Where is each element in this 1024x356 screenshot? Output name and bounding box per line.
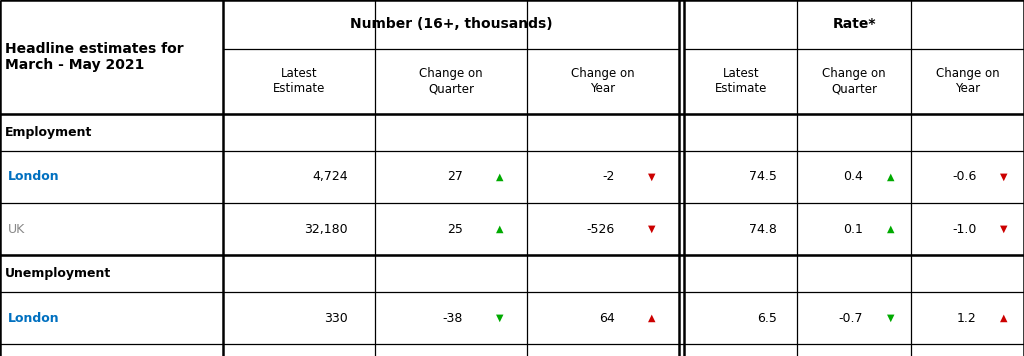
Text: ▼: ▼ xyxy=(999,172,1008,182)
Text: London: London xyxy=(8,312,59,325)
Text: Number (16+, thousands): Number (16+, thousands) xyxy=(350,17,552,31)
Text: Change on
Year: Change on Year xyxy=(571,67,635,95)
Text: ▼: ▼ xyxy=(648,172,655,182)
Text: Change on
Quarter: Change on Quarter xyxy=(822,67,886,95)
Text: Latest
Estimate: Latest Estimate xyxy=(715,67,767,95)
Text: ▲: ▲ xyxy=(648,313,655,323)
Text: ▲: ▲ xyxy=(496,172,504,182)
Text: 4,724: 4,724 xyxy=(312,170,348,183)
Text: 74.8: 74.8 xyxy=(750,222,777,236)
Text: ▼: ▼ xyxy=(496,313,504,323)
Text: Rate*: Rate* xyxy=(833,17,876,31)
Text: 74.5: 74.5 xyxy=(750,170,777,183)
Text: ▼: ▼ xyxy=(999,224,1008,234)
Text: -1.0: -1.0 xyxy=(952,222,977,236)
Text: -0.7: -0.7 xyxy=(839,312,863,325)
Text: ▲: ▲ xyxy=(999,313,1008,323)
Text: 1.2: 1.2 xyxy=(956,312,977,325)
Text: ▲: ▲ xyxy=(887,224,894,234)
Text: 64: 64 xyxy=(599,312,615,325)
Text: Employment: Employment xyxy=(5,126,92,139)
Text: Unemployment: Unemployment xyxy=(5,267,112,280)
Text: 25: 25 xyxy=(447,222,463,236)
Text: ▲: ▲ xyxy=(887,172,894,182)
Text: Change on
Quarter: Change on Quarter xyxy=(419,67,483,95)
Text: 6.5: 6.5 xyxy=(757,312,777,325)
Text: Latest
Estimate: Latest Estimate xyxy=(273,67,326,95)
Text: ▲: ▲ xyxy=(496,224,504,234)
Text: -2: -2 xyxy=(603,170,615,183)
Text: 27: 27 xyxy=(447,170,463,183)
Text: UK: UK xyxy=(8,222,26,236)
Text: 0.4: 0.4 xyxy=(843,170,863,183)
Text: 32,180: 32,180 xyxy=(304,222,348,236)
Text: -526: -526 xyxy=(587,222,615,236)
Text: -0.6: -0.6 xyxy=(952,170,977,183)
Text: London: London xyxy=(8,170,59,183)
Text: 330: 330 xyxy=(324,312,348,325)
Text: Headline estimates for
March - May 2021: Headline estimates for March - May 2021 xyxy=(5,42,183,72)
Text: ▼: ▼ xyxy=(887,313,894,323)
Text: ▼: ▼ xyxy=(648,224,655,234)
Text: -38: -38 xyxy=(442,312,463,325)
Text: Change on
Year: Change on Year xyxy=(936,67,999,95)
Text: 0.1: 0.1 xyxy=(843,222,863,236)
